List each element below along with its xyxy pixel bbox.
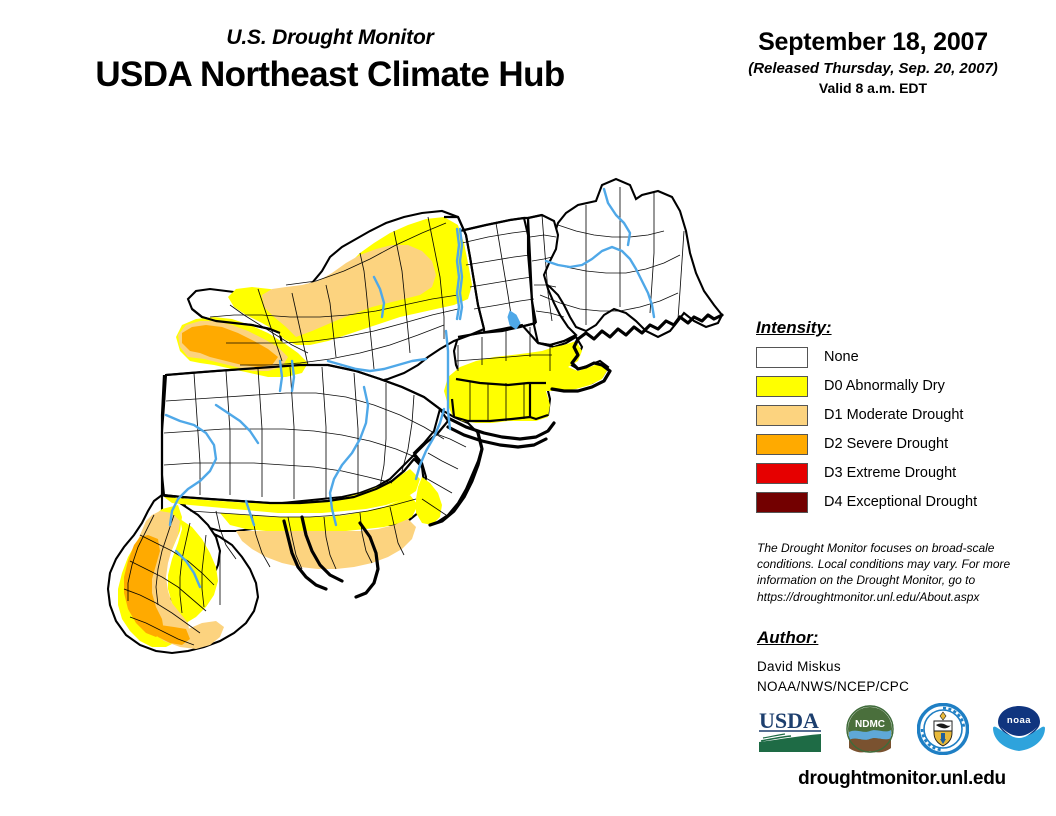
report-date: September 18, 2007 [758, 28, 988, 56]
noaa-seal-logo [916, 702, 970, 760]
disclaimer-line-3: information on the Drought Monitor, go t… [757, 573, 976, 588]
svg-text:NDMC: NDMC [855, 719, 885, 730]
svg-text:noaa: noaa [1007, 715, 1031, 726]
legend: Intensity: None D0 Abnormally Dry D1 Mod… [756, 318, 1046, 519]
legend-title: Intensity: [756, 318, 832, 337]
author-affiliation: NOAA/NWS/NCEP/CPC [757, 678, 910, 694]
map-svg [106, 177, 724, 655]
legend-swatch-none [756, 346, 808, 368]
legend-swatch-d0 [756, 375, 808, 397]
disclaimer-text: The Drought Monitor focuses on broad-sca… [757, 540, 1022, 605]
author-block: Author: David Miskus NOAA/NWS/NCEP/CPC [757, 628, 1037, 696]
legend-swatch-d2 [756, 433, 808, 455]
author-name: David Miskus [757, 659, 841, 674]
drought-area-d2 [124, 325, 278, 645]
disclaimer-line-1: The Drought Monitor focuses on broad-sca… [757, 541, 995, 555]
legend-swatch-d4 [756, 491, 808, 513]
disclaimer-link[interactable]: https://droughtmonitor.unl.edu/About.asp… [757, 589, 980, 604]
legend-label-d1: D1 Moderate Drought [824, 406, 964, 423]
coastline [282, 313, 724, 599]
header-left: U.S. Drought Monitor USDA Northeast Clim… [0, 26, 660, 96]
svg-text:USDA: USDA [759, 708, 819, 733]
usda-logo: USDA [757, 704, 823, 759]
disclaimer-line-2: conditions. Local conditions may vary. F… [757, 557, 1011, 572]
drought-map [30, 165, 750, 795]
state-borders [160, 213, 577, 505]
drought-monitor-subtitle: U.S. Drought Monitor [226, 26, 434, 49]
legend-label-none: None [824, 348, 859, 365]
legend-item-d4[interactable]: D4 Exceptional Drought [756, 490, 1046, 514]
site-url[interactable]: droughtmonitor.unl.edu [798, 768, 1006, 789]
legend-item-d3[interactable]: D3 Extreme Drought [756, 461, 1046, 485]
legend-item-d1[interactable]: D1 Moderate Drought [756, 403, 1046, 427]
legend-item-d2[interactable]: D2 Severe Drought [756, 432, 1046, 456]
legend-label-d0: D0 Abnormally Dry [824, 377, 945, 394]
legend-label-d2: D2 Severe Drought [824, 435, 949, 452]
legend-item-none[interactable]: None [756, 345, 1046, 369]
release-date: (Released Thursday, Sep. 20, 2007) [748, 59, 998, 77]
ndmc-logo: NDMC [845, 704, 895, 759]
page-title: USDA Northeast Climate Hub [95, 55, 565, 95]
legend-item-d0[interactable]: D0 Abnormally Dry [756, 374, 1046, 398]
rivers [164, 187, 656, 589]
legend-label-d4: D4 Exceptional Drought [824, 493, 978, 510]
legend-label-d3: D3 Extreme Drought [824, 464, 957, 481]
author-title: Author: [757, 628, 819, 647]
valid-time: Valid 8 a.m. EDT [818, 80, 928, 96]
legend-swatch-d1 [756, 404, 808, 426]
date-block: September 18, 2007 (Released Thursday, S… [690, 28, 1056, 96]
legend-swatch-d3 [756, 462, 808, 484]
logo-row: USDA NDMC [757, 702, 1047, 760]
noaa-logo: noaa [991, 703, 1047, 760]
